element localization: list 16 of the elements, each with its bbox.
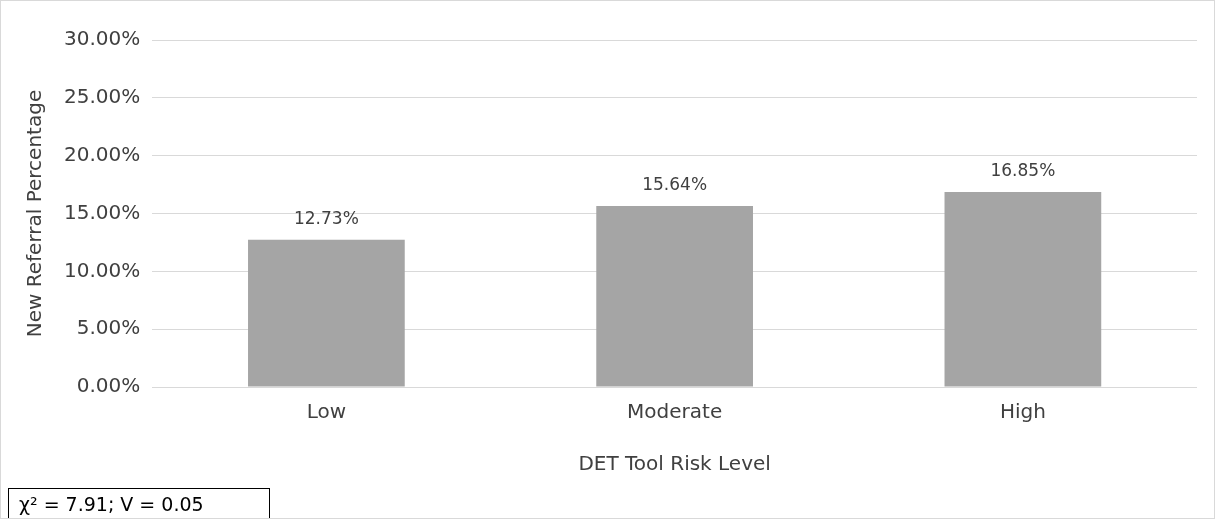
y-tick-label: 25.00% — [63, 84, 141, 109]
y-tick-label: 30.00% — [63, 26, 141, 51]
y-tick-label: 10.00% — [63, 257, 141, 282]
y-axis-title: New Referral Percentage — [22, 89, 47, 338]
x-tick-label: Low — [306, 399, 347, 424]
y-tick-label: 0.00% — [76, 373, 141, 398]
y-tick-label: 20.00% — [63, 141, 141, 166]
data-label: 16.85% — [990, 160, 1056, 181]
x-axis-title: DET Tool Risk Level — [578, 451, 771, 476]
data-label: 12.73% — [293, 207, 359, 228]
y-tick-label: 5.00% — [76, 315, 141, 340]
y-tick-label: 15.00% — [63, 199, 141, 224]
x-tick-label: Moderate — [627, 399, 723, 424]
data-label: 15.64% — [642, 174, 708, 195]
x-tick-label: High — [999, 399, 1046, 424]
text: χ² = 7.91; V = 0.05 — [8, 488, 270, 518]
